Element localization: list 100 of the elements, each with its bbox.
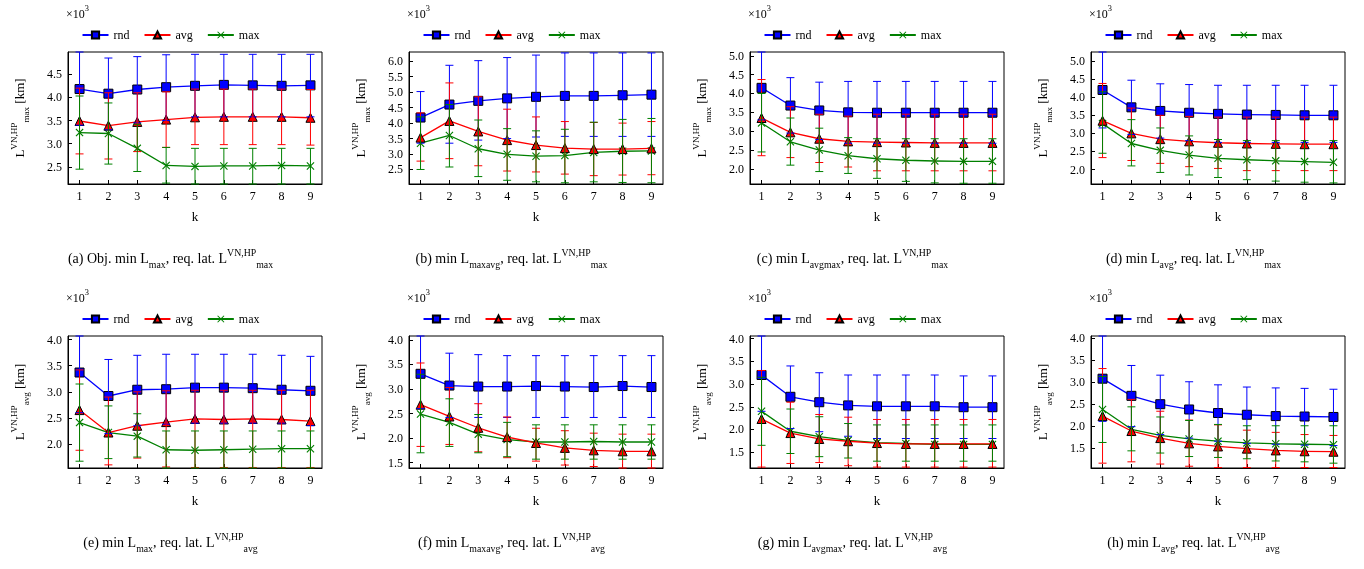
x-tick-label: 4 (845, 189, 852, 203)
x-tick-label: 2 (1128, 189, 1135, 203)
legend-label: max (920, 312, 942, 326)
y-tick-label: 3.5 (47, 358, 62, 373)
x-tick-label: 4 (1186, 189, 1193, 203)
y-tick-label: 4.0 (388, 332, 403, 347)
y-tick-label: 4.5 (388, 100, 403, 115)
x-tick-label: 5 (1215, 189, 1221, 203)
legend-label: max (920, 28, 942, 42)
x-tick-label: 1 (1099, 189, 1106, 203)
legend-label: rnd (795, 28, 812, 42)
x-axis-title: k (1214, 209, 1222, 224)
legend-label: max (1261, 312, 1283, 326)
x-tick-label: 4 (504, 189, 511, 203)
y-tick-label: 2.5 (729, 143, 744, 158)
y-tick-label: 2.0 (388, 431, 403, 446)
x-tick-label: 2 (446, 189, 453, 203)
x-tick-label: 1 (758, 189, 765, 203)
x-tick-label: 9 (648, 473, 655, 487)
x-tick-label: 6 (1243, 473, 1250, 487)
x-axis-title: k (873, 209, 881, 224)
legend-label: max (238, 28, 260, 42)
x-tick-label: 1 (76, 189, 83, 203)
x-tick-label: 8 (960, 473, 967, 487)
x-tick-label: 6 (1243, 189, 1250, 203)
x-axis-title: k (873, 493, 881, 508)
x-tick-label: 4 (163, 189, 170, 203)
x-tick-label: 4 (504, 473, 511, 487)
x-tick-label: 3 (475, 189, 482, 203)
x-tick-label: 5 (874, 189, 880, 203)
x-tick-label: 6 (902, 473, 909, 487)
legend-label: rnd (1136, 312, 1153, 326)
x-tick-label: 8 (619, 189, 626, 203)
x-tick-label: 2 (446, 473, 453, 487)
x-tick-label: 8 (278, 473, 285, 487)
x-tick-label: 4 (1186, 473, 1193, 487)
x-tick-label: 6 (220, 189, 227, 203)
x-axis-title: k (191, 209, 199, 224)
y-tick-label: 3.5 (1070, 352, 1085, 367)
y-tick-label: 3.0 (1070, 126, 1085, 141)
x-tick-label: 5 (533, 189, 539, 203)
y-tick-label: 3.5 (1070, 108, 1085, 123)
x-tick-label: 9 (989, 473, 996, 487)
x-tick-label: 2 (105, 189, 112, 203)
y-tick-label: 2.5 (729, 399, 744, 414)
y-tick-label: 3.5 (388, 131, 403, 146)
y-tick-label: 3.5 (729, 105, 744, 120)
y-tick-label: 5.0 (388, 85, 403, 100)
x-axis-title: k (191, 493, 199, 508)
x-tick-label: 5 (874, 473, 880, 487)
y-tick-label: 3.0 (47, 136, 62, 151)
y-tick-label: 2.5 (388, 406, 403, 421)
x-tick-label: 3 (134, 473, 141, 487)
legend-label: rnd (1136, 28, 1153, 42)
x-tick-label: 1 (76, 473, 83, 487)
x-tick-label: 4 (163, 473, 170, 487)
y-tick-label: 3.0 (1070, 374, 1085, 389)
y-tick-label: 3.0 (729, 377, 744, 392)
x-tick-label: 3 (816, 473, 823, 487)
y-axis-title: LVN,HPavg [km] (690, 363, 713, 441)
y-tick-label: 2.5 (47, 410, 62, 425)
x-tick-label: 5 (192, 189, 198, 203)
legend-label: avg (1198, 28, 1216, 42)
x-tick-label: 7 (931, 473, 938, 487)
x-tick-label: 3 (134, 189, 141, 203)
y-tick-label: 4.0 (47, 90, 62, 105)
y-axis-title: LVN,HPavg [km] (349, 363, 372, 441)
y-tick-label: 2.5 (388, 162, 403, 177)
y-tick-label: 2.0 (729, 422, 744, 437)
y-tick-label: 4.0 (47, 332, 62, 347)
x-tick-label: 2 (1128, 473, 1135, 487)
y-tick-label: 3.0 (388, 382, 403, 396)
x-tick-label: 7 (931, 189, 938, 203)
x-tick-label: 1 (417, 473, 424, 487)
y-axis-title: LVN,HPavg [km] (1031, 363, 1054, 441)
legend-label: max (579, 28, 601, 42)
y-tick-label: 3.0 (729, 124, 744, 139)
x-tick-label: 9 (989, 189, 996, 203)
y-tick-label: 4.0 (729, 86, 744, 101)
x-tick-label: 5 (1215, 473, 1221, 487)
x-tick-label: 6 (561, 189, 568, 203)
y-tick-label: 4.5 (1070, 72, 1085, 87)
x-tick-label: 9 (648, 189, 655, 203)
legend-label: avg (857, 28, 875, 42)
y-tick-label: 5.0 (1070, 54, 1085, 69)
x-tick-label: 5 (533, 473, 539, 487)
x-tick-label: 3 (1157, 473, 1164, 487)
legend-label: rnd (454, 28, 471, 42)
legend-label: rnd (113, 28, 130, 42)
legend-label: avg (175, 28, 193, 42)
legend-label: rnd (454, 312, 471, 326)
x-tick-label: 8 (1301, 189, 1308, 203)
x-tick-label: 3 (475, 473, 482, 487)
x-tick-label: 7 (590, 473, 597, 487)
x-tick-label: 8 (278, 189, 285, 203)
x-tick-label: 3 (1157, 189, 1164, 203)
x-tick-label: 4 (845, 473, 852, 487)
x-tick-label: 1 (758, 473, 765, 487)
x-tick-label: 7 (249, 473, 256, 487)
x-tick-label: 6 (220, 473, 227, 487)
